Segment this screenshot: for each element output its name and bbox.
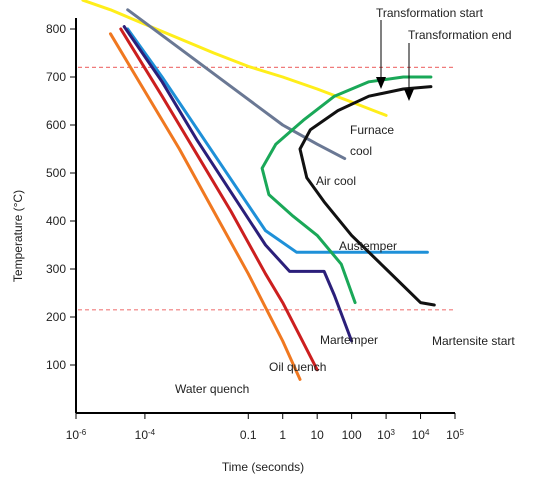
water-quench-label: Water quench — [175, 382, 249, 396]
y-tick-label: 800 — [46, 22, 66, 36]
x-tick-label: 104 — [412, 428, 430, 443]
y-tick-label: 200 — [46, 310, 66, 324]
series-line-1 — [126, 8, 347, 161]
series-line-0 — [81, 0, 388, 117]
x-tick-label: 0.1 — [240, 428, 257, 442]
series-line-5 — [109, 32, 302, 381]
air-cool-label: Air cool — [316, 174, 356, 188]
x-tick-label: 103 — [377, 428, 395, 443]
transformation-end-arrow-head — [404, 89, 414, 101]
series-line-4 — [119, 27, 319, 372]
x-tick-label: 10-4 — [135, 428, 156, 443]
transformation-end-label: Transformation end — [408, 28, 512, 42]
y-tick-label: 600 — [46, 118, 66, 132]
transformation-start-marker: Transformation start — [376, 6, 484, 89]
series-line-6 — [260, 75, 433, 305]
transformation-start-label: Transformation start — [376, 6, 484, 20]
x-tick-label: 100 — [342, 428, 362, 442]
y-tick-label: 400 — [46, 214, 66, 228]
y-ticks: 100 200 300 400 500 600 700 800 — [46, 22, 76, 372]
martensite-start-label: Martensite start — [432, 334, 515, 348]
y-tick-label: 300 — [46, 262, 66, 276]
series-line-7 — [298, 85, 436, 307]
y-tick-label: 700 — [46, 70, 66, 84]
transformation-end-marker: Transformation end — [404, 28, 512, 101]
x-ticks: 10-6 10-4 0.1 1 10 100 103 104 105 — [66, 413, 464, 443]
cool-label: cool — [350, 144, 372, 158]
x-axis-title: Time (seconds) — [222, 460, 304, 474]
x-tick-label: 105 — [446, 428, 464, 443]
y-tick-label: 100 — [46, 358, 66, 372]
furnace-label: Furnace — [350, 123, 394, 137]
austemper-label: Austemper — [339, 239, 397, 253]
transformation-start-arrow-head — [376, 77, 386, 89]
series-line-3 — [122, 25, 354, 343]
x-tick-label: 10-6 — [66, 428, 87, 443]
y-axis-title: Temperature (°C) — [11, 190, 25, 282]
x-tick-label: 1 — [279, 428, 286, 442]
y-tick-label: 500 — [46, 166, 66, 180]
series-line-2 — [126, 27, 429, 254]
x-tick-label: 10 — [311, 428, 325, 442]
oil-quench-label: Oil quench — [269, 360, 326, 374]
series-lines — [81, 0, 436, 381]
martemper-label: Martemper — [320, 333, 378, 347]
